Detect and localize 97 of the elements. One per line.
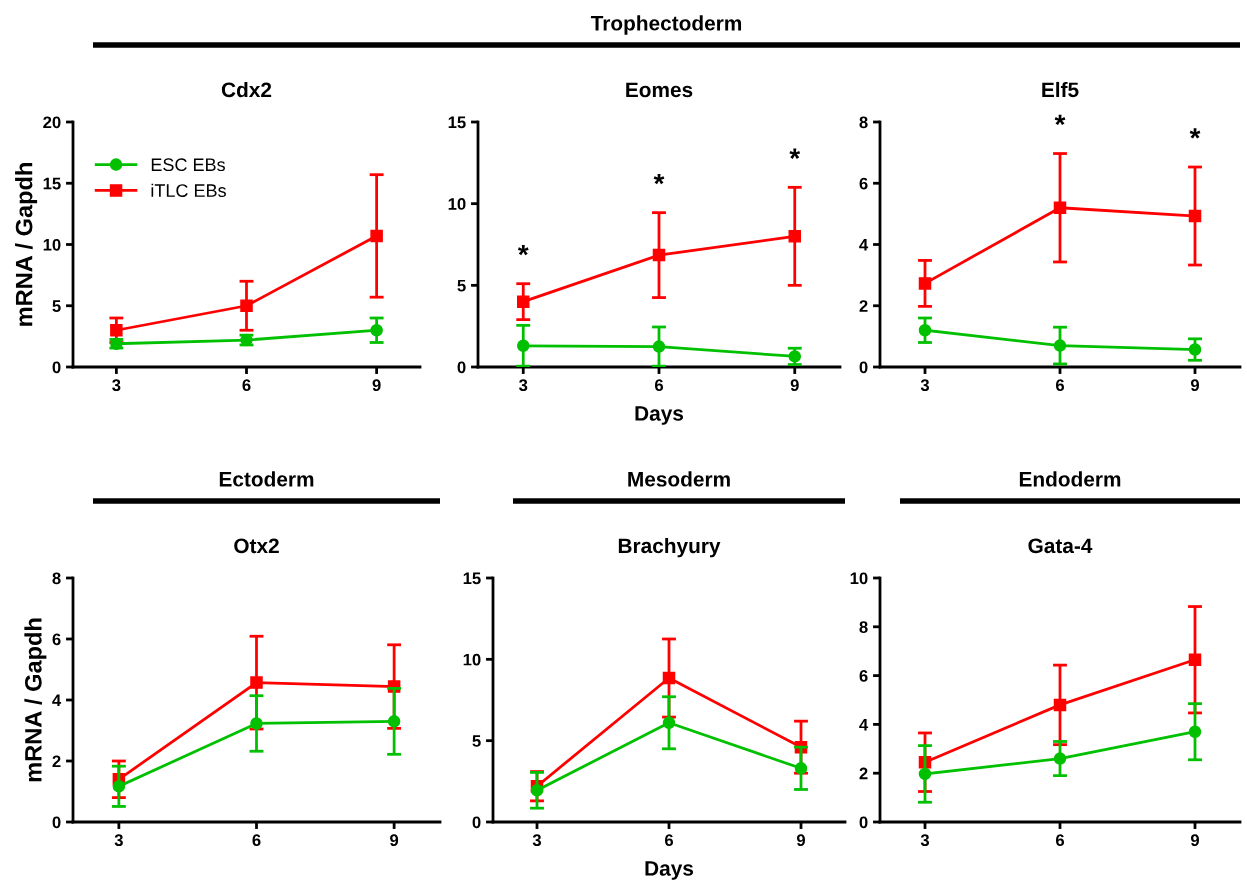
annotation: * (653, 173, 665, 185)
point (918, 767, 932, 781)
x-tick-label: 9 (790, 379, 799, 392)
point (1053, 698, 1067, 712)
y-tick-label: 2 (859, 300, 868, 312)
x-axis-title: Days (645, 861, 694, 880)
point (1053, 752, 1067, 765)
x-tick-label: 6 (1055, 379, 1065, 392)
point (662, 716, 676, 730)
point (250, 676, 263, 689)
y-tick-label: 5 (472, 735, 481, 747)
x-tick-label: 6 (252, 834, 261, 847)
annotation: * (1189, 128, 1201, 139)
y-tick-label: 4 (52, 694, 62, 707)
y-tick-label: 8 (859, 116, 868, 129)
y-tick-label: 8 (52, 572, 61, 585)
y-tick-label: 0 (859, 361, 868, 374)
point (652, 340, 666, 353)
x-tick-label: 9 (1190, 834, 1200, 847)
y-tick-label: 10 (850, 572, 868, 585)
chart-title: Gata-4 (1028, 538, 1093, 554)
y-axis-title: mRNA / Gapdh (24, 618, 47, 782)
text: Trophectoderm (590, 15, 742, 35)
point (250, 717, 263, 730)
y-tick-label: 2 (52, 755, 61, 768)
y-axis-title: mRNA / Gapdh (15, 163, 38, 326)
y-tick-label: 10 (463, 653, 481, 666)
point (662, 671, 676, 685)
x-tick-label: 3 (519, 379, 528, 392)
point (370, 323, 383, 337)
x-tick-label: 3 (920, 834, 930, 847)
y-tick-label: 0 (457, 361, 466, 374)
chart-title: Brachyury (618, 537, 721, 558)
x-tick-label: 3 (114, 834, 123, 847)
y-tick-label: 15 (43, 177, 61, 190)
annotation: * (517, 244, 529, 256)
point (112, 780, 126, 793)
x-tick-label: 9 (390, 834, 399, 847)
point (652, 248, 666, 262)
point (918, 277, 932, 290)
point (788, 350, 802, 363)
y-tick-label: 4 (859, 239, 869, 251)
point (918, 323, 932, 337)
text: Endoderm (1019, 471, 1121, 487)
y-tick-label: 10 (448, 198, 466, 210)
chart-title: Otx2 (234, 538, 279, 554)
text: Mesoderm (628, 471, 730, 487)
point (516, 295, 530, 308)
y-tick-label: 10 (43, 238, 61, 251)
x-tick-label: 3 (920, 379, 930, 392)
y-tick-label: 0 (52, 816, 61, 829)
chart-title: Cdx2 (221, 81, 272, 98)
y-tick-label: 0 (472, 816, 481, 829)
x-tick-label: 3 (532, 834, 542, 847)
y-tick-label: 8 (859, 621, 868, 633)
y-tick-label: 0 (859, 816, 868, 829)
y-tick-label: 2 (859, 767, 868, 780)
point (1188, 209, 1202, 223)
legend-label: ESC EBs (151, 158, 225, 172)
y-tick-label: 20 (43, 116, 61, 129)
point (516, 339, 530, 353)
x-tick-label: 9 (1190, 379, 1200, 392)
y-tick-label: 6 (859, 670, 868, 682)
point (370, 229, 383, 243)
legend-label: iTLC EBs (151, 183, 226, 197)
point (1188, 725, 1202, 738)
y-tick-label: 15 (448, 116, 466, 129)
x-tick-label: 6 (242, 379, 251, 392)
y-tick-label: 5 (457, 279, 466, 292)
point (110, 323, 123, 337)
annotation: * (1054, 114, 1066, 126)
chart-title: Eomes (626, 82, 693, 98)
x-tick-label: 6 (1055, 834, 1065, 847)
point (530, 784, 544, 797)
x-tick-label: 6 (654, 379, 664, 392)
x-tick-label: 9 (796, 834, 806, 847)
point (1188, 653, 1202, 666)
y-tick-label: 6 (52, 633, 61, 646)
point (1053, 339, 1067, 352)
y-tick-label: 6 (859, 177, 868, 190)
x-axis-title: Days (635, 406, 684, 425)
point (788, 230, 802, 243)
y-tick-label: 0 (52, 361, 61, 374)
y-tick-label: 4 (859, 718, 869, 731)
point (240, 299, 253, 313)
chart-title: Elf5 (1042, 81, 1079, 98)
x-tick-label: 3 (112, 379, 121, 392)
point (387, 715, 401, 728)
x-tick-label: 6 (664, 834, 674, 847)
text: Ectoderm (219, 471, 314, 487)
y-tick-label: 5 (52, 300, 61, 312)
point (794, 762, 808, 775)
y-tick-label: 15 (463, 572, 481, 585)
point (1053, 201, 1067, 215)
annotation: * (789, 148, 801, 159)
point (1188, 343, 1202, 356)
x-tick-label: 9 (372, 379, 381, 392)
